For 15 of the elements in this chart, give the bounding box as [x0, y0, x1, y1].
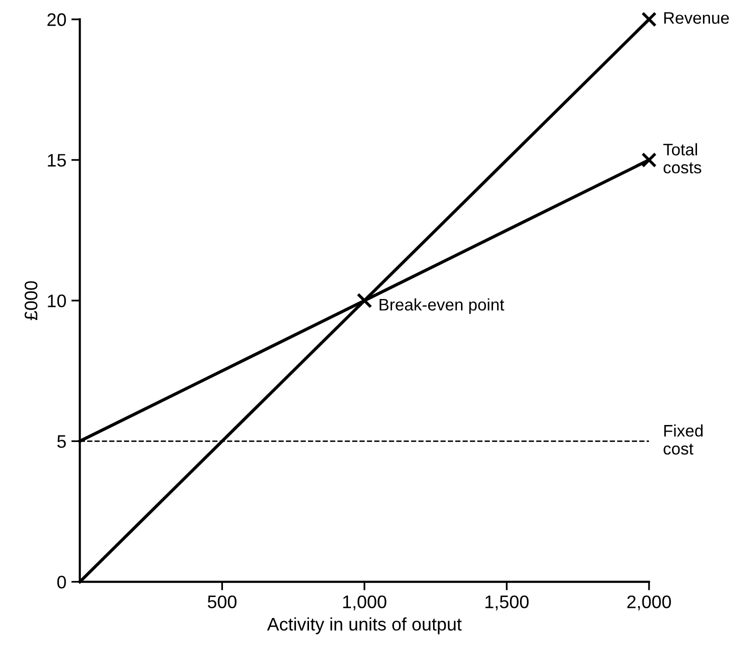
- series-label: Revenue: [664, 12, 729, 24]
- y-tick-label: 5: [57, 435, 66, 448]
- x-axis-title: Activity in units of output: [267, 617, 462, 634]
- x-tick-label: 500: [208, 595, 236, 608]
- series-label: Total costs: [663, 143, 702, 174]
- y-axis-title: £000: [24, 281, 38, 320]
- x-tick-label: 1,500: [486, 595, 529, 610]
- y-tick-label: 15: [48, 154, 66, 167]
- annotation: Break-even point: [380, 298, 504, 314]
- ref-line-label: Fixed cost: [664, 424, 703, 455]
- x-tick-label: 2,000: [627, 595, 671, 610]
- y-tick-label: 0: [57, 576, 66, 589]
- y-tick-label: 20: [47, 13, 66, 26]
- x-tick-label: 1,000: [343, 595, 386, 610]
- y-tick-label: 10: [48, 294, 66, 308]
